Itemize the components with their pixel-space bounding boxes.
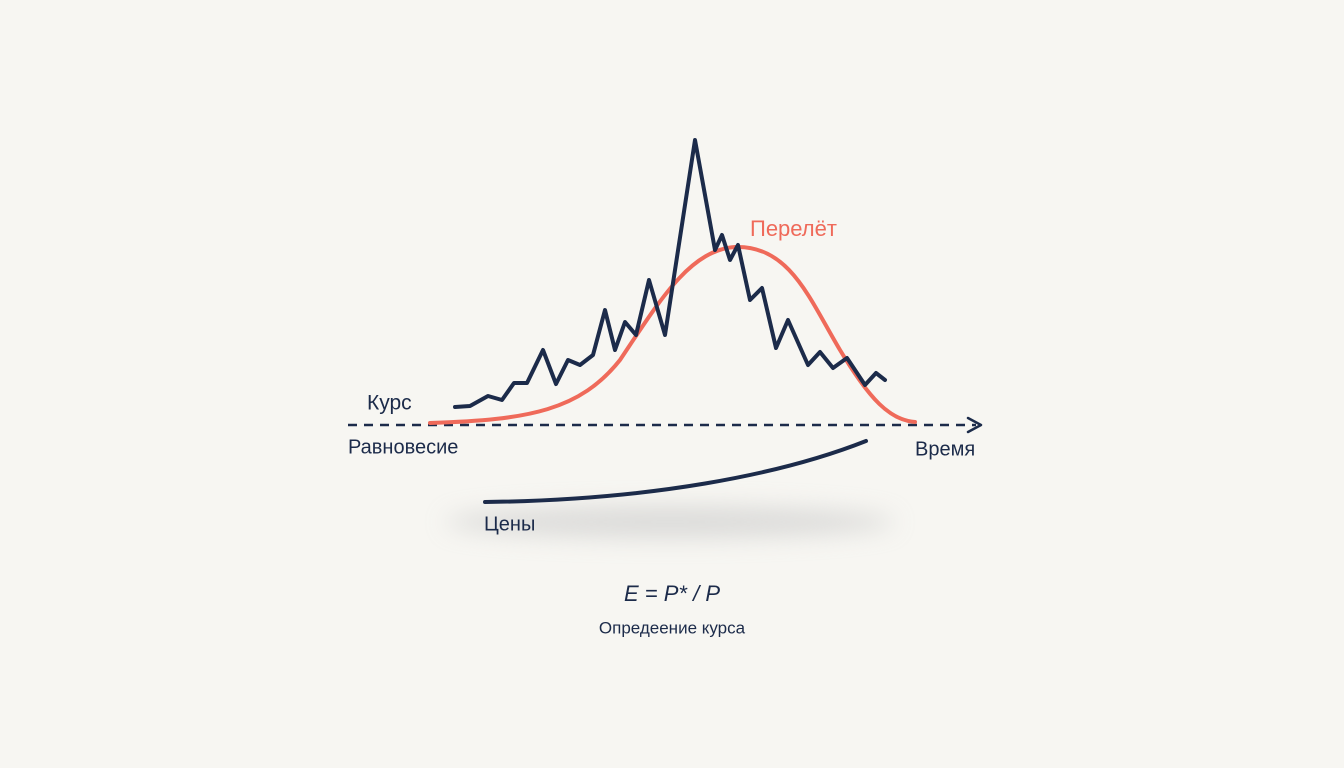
equilibrium-label: Равновесие <box>348 436 458 458</box>
overshoot-label: Перелёт <box>750 216 837 241</box>
prices-label: Цены <box>484 513 535 535</box>
rate-label: Курс <box>367 392 412 415</box>
formula-caption: Опредеение курса <box>599 618 746 637</box>
formula: E = P* / P <box>624 581 720 606</box>
time-label: Время <box>915 438 975 460</box>
